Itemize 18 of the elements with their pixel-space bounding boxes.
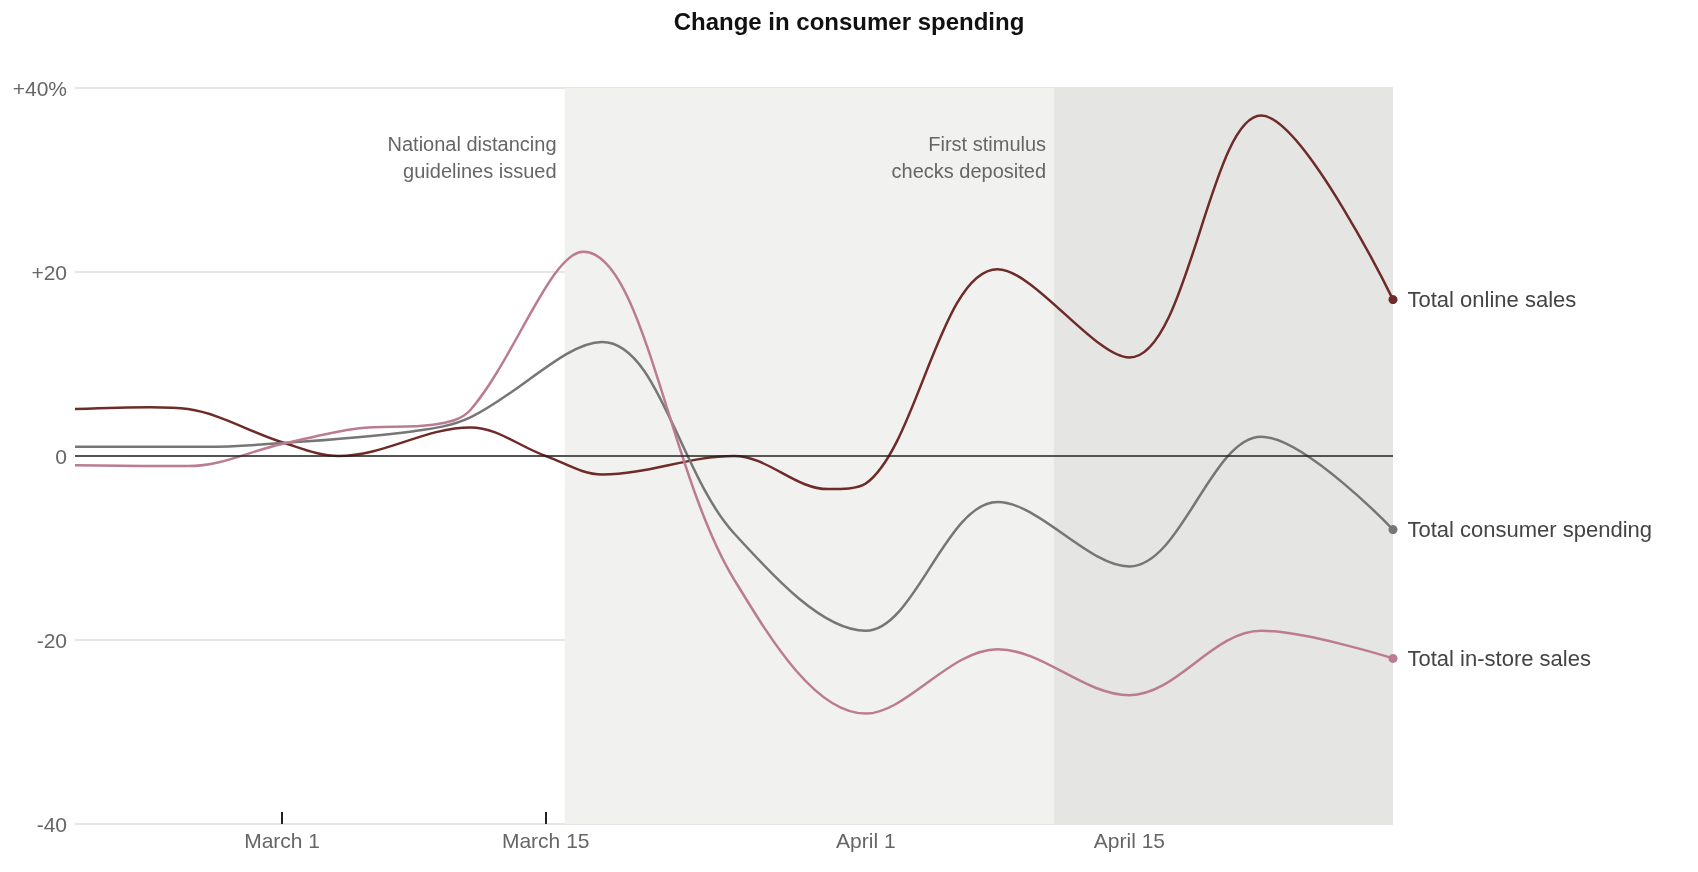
point — [1388, 295, 1398, 305]
y-tick-label: -40 — [36, 812, 67, 836]
chart-title: Change in consumer spending — [673, 7, 1025, 35]
point — [1388, 525, 1398, 535]
x-tick-label: March 15 — [501, 829, 590, 852]
y-tick-label: +40% — [12, 76, 67, 100]
x-tick-label: April 15 — [1093, 829, 1165, 852]
point — [1388, 653, 1398, 663]
y-tick-label: 0 — [55, 444, 67, 468]
band-label: National distancing guidelines issued — [387, 132, 557, 182]
x-tick-label: April 1 — [836, 829, 896, 852]
y-tick-label: +20 — [31, 260, 67, 284]
y-tick-label: -20 — [36, 628, 67, 652]
band-label: First stimulus checks deposited — [891, 132, 1047, 182]
series-label: Total online sales — [1407, 287, 1577, 313]
series-label: Total in-store sales — [1407, 645, 1591, 671]
series-label: Total consumer spending — [1407, 517, 1653, 543]
x-tick-label: March 1 — [244, 829, 321, 852]
